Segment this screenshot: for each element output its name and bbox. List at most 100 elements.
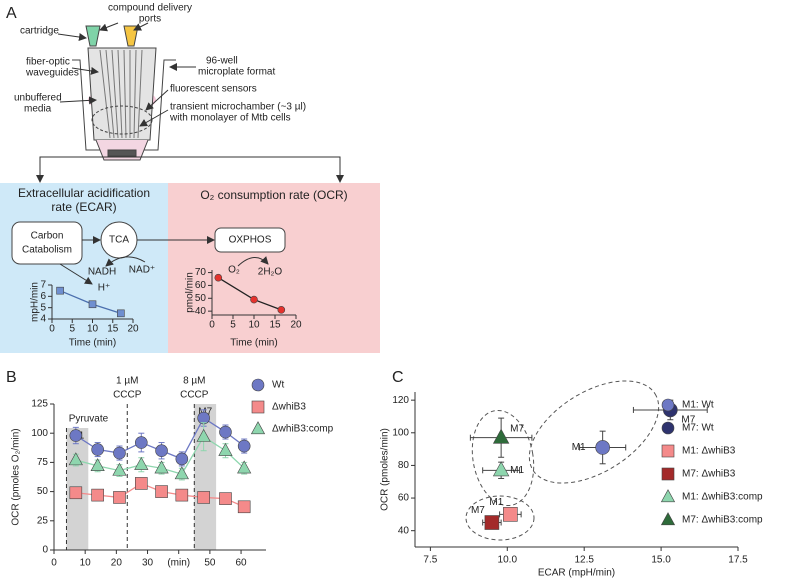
x-tick-label: 5 xyxy=(230,320,236,331)
x-tick-label: 30 xyxy=(142,557,154,568)
x-tick-label: 20 xyxy=(111,557,123,568)
label: transient microchamber (~3 µl) xyxy=(170,102,306,113)
point xyxy=(91,488,104,502)
point xyxy=(112,462,127,476)
x-tick-label: 10 xyxy=(87,324,99,335)
legend-marker xyxy=(661,421,675,435)
legend-label: M7: Wt xyxy=(682,423,714,434)
callout-arrows xyxy=(36,22,344,183)
label: 96-well xyxy=(206,56,238,67)
legend-marker xyxy=(660,489,676,503)
label: media xyxy=(24,104,52,115)
y-tick-label: 25 xyxy=(37,515,49,526)
x-tick-label: 20 xyxy=(127,324,139,335)
x-tick-label: 0 xyxy=(49,324,55,335)
point xyxy=(175,452,189,466)
box-title: O₂ consumption rate (OCR) xyxy=(200,188,347,202)
point xyxy=(88,300,97,309)
point xyxy=(175,488,189,502)
point-label: M1 xyxy=(510,465,524,476)
y-tick-label: 60 xyxy=(195,280,207,291)
x-axis-label: Time (min) xyxy=(230,338,277,349)
y-axis-label: mpH/min xyxy=(30,282,41,322)
event-label: CCCP xyxy=(180,390,209,401)
x-tick-label: 10 xyxy=(248,320,260,331)
y-tick-label: 100 xyxy=(392,427,409,438)
x-tick-label: 20 xyxy=(290,320,302,331)
legend-label: Wt xyxy=(272,380,284,391)
label: cartridge xyxy=(20,26,59,37)
y-tick-label: 5 xyxy=(40,302,46,313)
x-tick-label: 0 xyxy=(51,557,57,568)
y-tick-label: 40 xyxy=(195,306,207,317)
y-axis-label: OCR (pmoles/min) xyxy=(380,428,391,511)
event-label: 8 µM xyxy=(183,376,205,387)
y-tick-label: 100 xyxy=(31,428,48,439)
event-label: 1 µM xyxy=(116,376,138,387)
point xyxy=(277,306,286,314)
node-label: Carbon xyxy=(31,231,64,242)
x-axis-label: Time (min) xyxy=(69,338,116,349)
node-label: O₂ xyxy=(228,265,240,276)
legend-label: ΔwhiB3:comp xyxy=(272,424,334,435)
label: fluorescent sensors xyxy=(170,84,257,95)
legend-label: M1: Wt xyxy=(682,400,714,411)
ecar-box xyxy=(0,183,168,353)
x-tick-label: 10 xyxy=(80,557,92,568)
point xyxy=(237,439,251,453)
y-tick-label: 50 xyxy=(195,293,207,304)
metabolism-shapes xyxy=(11,221,286,265)
node-label: OXPHOS xyxy=(229,235,272,246)
legend-label: M1: ΔwhiB3:comp xyxy=(682,492,763,503)
point-label: M1 xyxy=(572,442,586,453)
point xyxy=(155,444,168,458)
panel-label: B xyxy=(6,369,17,386)
x-tick-label: 0 xyxy=(209,320,215,331)
legend-marker xyxy=(251,378,265,392)
point xyxy=(154,460,169,474)
point xyxy=(68,452,83,466)
event-label: CCCP xyxy=(113,390,142,401)
point xyxy=(113,446,126,460)
point xyxy=(69,486,83,500)
node-label: NADH xyxy=(88,267,116,278)
legend-label: ΔwhiB3 xyxy=(272,402,306,413)
point xyxy=(218,442,233,456)
group-ellipse xyxy=(465,380,660,541)
point xyxy=(197,491,210,504)
legend-marker xyxy=(251,400,265,414)
label: unbuffered xyxy=(14,93,62,104)
x-tick-label: 15 xyxy=(107,324,119,335)
node-label: H⁺ xyxy=(98,283,111,294)
point xyxy=(219,425,232,439)
legend-label: M7: ΔwhiB3:comp xyxy=(682,515,763,526)
x-tick-label: 50 xyxy=(204,557,216,568)
point xyxy=(492,461,510,477)
point xyxy=(492,428,510,444)
legend-marker xyxy=(661,398,675,412)
y-tick-label: 40 xyxy=(398,525,410,536)
point-label: M7 xyxy=(510,423,524,434)
x-tick-label: 15 xyxy=(269,320,281,331)
x-tick-label: (min) xyxy=(167,557,190,568)
y-tick-label: 70 xyxy=(195,267,207,278)
label: compound delivery xyxy=(108,3,192,14)
point xyxy=(90,458,105,472)
box-title: Extracellular acidification xyxy=(18,186,150,200)
point xyxy=(134,436,148,449)
y-tick-label: 7 xyxy=(40,280,46,291)
x-tick-label: 12.5 xyxy=(574,554,594,565)
y-tick-label: 60 xyxy=(398,493,410,504)
label: ports xyxy=(139,14,161,25)
y-tick-label: 125 xyxy=(31,399,48,410)
point xyxy=(56,286,64,295)
x-tick-label: 7.5 xyxy=(423,554,437,565)
point xyxy=(214,273,223,282)
y-tick-label: 6 xyxy=(40,291,46,302)
x-axis-label: ECAR (mpH/min) xyxy=(538,568,615,579)
point xyxy=(113,491,126,504)
y-tick-label: 120 xyxy=(392,395,409,406)
x-tick-label: 60 xyxy=(235,557,247,568)
point-label: M7 xyxy=(681,415,695,426)
